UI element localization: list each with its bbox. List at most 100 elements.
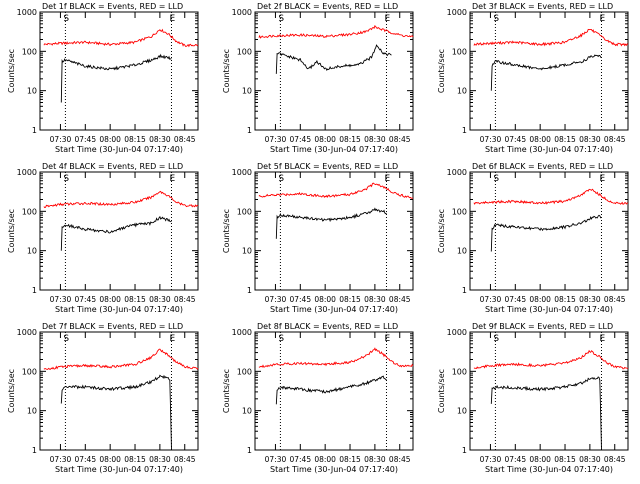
time-marker-label: S	[63, 174, 69, 184]
chart-title: Det 7f BLACK = Events, RED = LLD	[42, 322, 183, 331]
y-tick-label: 10	[242, 87, 252, 96]
chart-title: Det 6f BLACK = Events, RED = LLD	[472, 162, 613, 171]
y-tick-label: 1000	[232, 168, 252, 177]
x-tick-label: 08:45	[604, 455, 626, 464]
x-tick-label: 07:30	[265, 295, 287, 304]
x-tick-label: 07:30	[50, 295, 72, 304]
x-tick-label: 08:15	[554, 295, 576, 304]
chart-panel: Det 2f BLACK = Events, RED = LLD 1 10 100 10…	[222, 2, 414, 154]
series-line-lld	[473, 28, 629, 47]
series-line-events	[490, 54, 602, 91]
x-tick-label: 07:45	[74, 455, 96, 464]
x-tick-label: 08:30	[364, 455, 386, 464]
x-axis-label: Start Time (30-Jun-04 07:17:40)	[485, 145, 613, 154]
chart-panel: Det 8f BLACK = Events, RED = LLD 1 10 100 10…	[222, 322, 414, 474]
x-tick-label: 08:30	[579, 135, 601, 144]
y-tick-label: 1	[462, 446, 467, 455]
chart-title: Det 1f BLACK = Events, RED = LLD	[42, 2, 183, 11]
y-tick-label: 1000	[232, 8, 252, 17]
y-tick-label: 100	[452, 207, 467, 216]
x-axis-label: Start Time (30-Jun-04 07:17:40)	[55, 305, 183, 314]
y-tick-label: 10	[27, 407, 37, 416]
plot-frame	[469, 171, 629, 291]
plot-frame	[39, 331, 199, 451]
x-tick-label: 07:45	[504, 455, 526, 464]
x-tick-label: 08:00	[529, 135, 551, 144]
x-axis-label: Start Time (30-Jun-04 07:17:40)	[270, 465, 398, 474]
y-tick-label: 1000	[17, 328, 37, 337]
time-marker-label: E	[169, 174, 175, 184]
y-tick-label: 1000	[447, 168, 467, 177]
plot-frame	[39, 11, 199, 131]
series-line-events	[60, 53, 172, 103]
x-axis-label: Start Time (30-Jun-04 07:17:40)	[55, 145, 183, 154]
chart-title: Det 9f BLACK = Events, RED = LLD	[472, 322, 613, 331]
x-tick-label: 08:45	[604, 135, 626, 144]
x-tick-label: 08:00	[314, 135, 336, 144]
y-tick-label: 1000	[447, 328, 467, 337]
x-tick-label: 08:30	[149, 135, 171, 144]
series-line-events	[275, 44, 392, 74]
x-axis-label: Start Time (30-Jun-04 07:17:40)	[270, 305, 398, 314]
series-line-events	[490, 214, 602, 252]
chart-title: Det 5f BLACK = Events, RED = LLD	[257, 162, 398, 171]
time-marker-label: S	[278, 334, 284, 344]
time-marker-label: E	[599, 334, 605, 344]
y-axis-label: Counts/sec	[7, 369, 16, 413]
x-tick-label: 07:30	[265, 135, 287, 144]
series-line-events	[490, 376, 602, 451]
y-tick-label: 100	[22, 207, 37, 216]
x-tick-label: 07:30	[265, 455, 287, 464]
y-tick-label: 1000	[17, 8, 37, 17]
series-line-events	[60, 374, 172, 451]
y-axis-label: Counts/sec	[222, 369, 231, 413]
x-tick-label: 08:30	[579, 295, 601, 304]
x-tick-label: 07:45	[74, 295, 96, 304]
x-tick-label: 07:45	[289, 455, 311, 464]
chart-title: Det 4f BLACK = Events, RED = LLD	[42, 162, 183, 171]
time-marker-label: E	[384, 174, 390, 184]
y-axis-label: Counts/sec	[437, 369, 446, 413]
x-tick-label: 08:15	[339, 295, 361, 304]
y-tick-label: 10	[242, 247, 252, 256]
time-marker-label: S	[493, 14, 499, 24]
series-line-lld	[473, 188, 629, 205]
chart-panel: Det 3f BLACK = Events, RED = LLD 1 10 100 10…	[437, 2, 629, 154]
series-line-lld	[43, 28, 199, 48]
chart-panel: Det 1f BLACK = Events, RED = LLD 1 10 100 10…	[7, 2, 199, 154]
x-tick-label: 08:45	[174, 455, 196, 464]
y-tick-label: 100	[237, 367, 252, 376]
x-tick-label: 08:15	[124, 455, 146, 464]
x-tick-label: 08:00	[99, 455, 121, 464]
time-marker-label: S	[63, 14, 69, 24]
x-tick-label: 08:15	[554, 135, 576, 144]
x-tick-label: 07:45	[289, 135, 311, 144]
x-tick-label: 08:15	[339, 455, 361, 464]
y-tick-label: 1	[247, 286, 252, 295]
y-tick-label: 100	[452, 367, 467, 376]
time-marker-label: S	[63, 334, 69, 344]
chart-title: Det 2f BLACK = Events, RED = LLD	[257, 2, 398, 11]
y-tick-label: 10	[457, 87, 467, 96]
series-line-lld	[258, 25, 414, 39]
time-marker-label: E	[599, 174, 605, 184]
x-tick-label: 08:45	[389, 455, 411, 464]
x-tick-label: 08:15	[554, 455, 576, 464]
y-tick-label: 10	[27, 247, 37, 256]
y-tick-label: 100	[237, 207, 252, 216]
plot-frame	[254, 11, 414, 131]
series-line-events	[275, 375, 387, 405]
x-tick-label: 08:30	[364, 135, 386, 144]
time-marker-label: S	[493, 174, 499, 184]
chart-panel: Det 6f BLACK = Events, RED = LLD 1 10 100 10…	[437, 162, 629, 314]
plot-frame	[469, 11, 629, 131]
y-tick-label: 1	[32, 446, 37, 455]
x-tick-label: 07:30	[480, 455, 502, 464]
x-tick-label: 08:45	[174, 295, 196, 304]
x-tick-label: 07:45	[289, 295, 311, 304]
x-tick-label: 08:45	[389, 295, 411, 304]
y-axis-label: Counts/sec	[437, 209, 446, 253]
y-tick-label: 10	[27, 87, 37, 96]
x-tick-label: 08:45	[389, 135, 411, 144]
